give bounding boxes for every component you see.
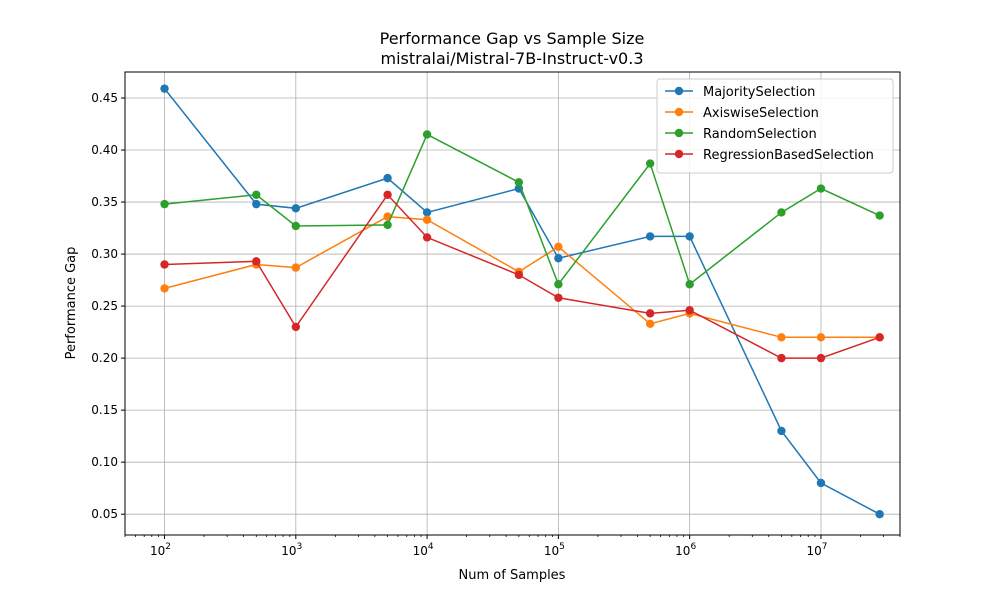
data-point	[422, 215, 432, 224]
y-tick-label: 0.15	[91, 403, 118, 417]
data-point	[252, 190, 261, 199]
data-point	[777, 333, 786, 342]
y-tick-label: 0.20	[91, 351, 118, 365]
y-tick-label: 0.30	[91, 247, 118, 261]
y-axis-ticks: 0.05 0.10 0.15 0.20 0.25 0.30 0.35 0.40 0.45	[91, 91, 125, 521]
x-axis-label: Num of Samples	[459, 568, 566, 583]
data-point	[383, 190, 392, 199]
y-axis-label: Performance Gap	[64, 247, 79, 360]
data-point	[554, 293, 563, 302]
y-tick-label: 0.35	[91, 195, 118, 209]
series-line	[164, 133, 880, 286]
data-point	[422, 208, 432, 217]
legend-marker	[674, 107, 684, 117]
data-point	[645, 309, 655, 318]
data-point	[383, 220, 392, 230]
data-point	[645, 232, 655, 241]
legend-label: RandomSelection	[703, 127, 817, 142]
data-point	[160, 84, 169, 93]
x-tick-label: 102	[150, 542, 171, 558]
series-group	[160, 190, 884, 363]
legend-marker	[674, 128, 684, 138]
data-point	[422, 130, 432, 139]
series-line	[164, 215, 880, 339]
y-tick-label: 0.40	[91, 143, 118, 157]
data-point	[685, 232, 694, 241]
data-point	[554, 254, 563, 263]
series-line	[164, 193, 880, 359]
data-point	[291, 221, 301, 231]
data-point	[816, 478, 826, 488]
data-point	[777, 208, 786, 217]
data-point	[875, 333, 884, 342]
data-point	[252, 257, 261, 266]
series-group	[160, 84, 884, 519]
y-tick-label: 0.45	[91, 91, 118, 105]
data-point	[875, 509, 884, 519]
data-point	[422, 233, 432, 242]
series-line	[163, 88, 881, 515]
data-point	[645, 159, 655, 168]
legend: MajoritySelection AxiswiseSelection Random…	[656, 78, 894, 174]
data-point	[160, 199, 169, 209]
legend-box	[656, 78, 894, 174]
legend-marker	[674, 86, 684, 96]
legend-label: AxiswiseSelection	[703, 106, 819, 121]
legend-label: RegressionBasedSelection	[703, 148, 874, 163]
x-axis-ticks: 102 103 104 105 106 107	[124, 535, 901, 558]
data-point	[291, 322, 301, 332]
data-point	[160, 260, 169, 269]
series-layer	[160, 84, 884, 519]
series-group	[160, 130, 884, 289]
legend-marker	[674, 149, 684, 159]
data-point	[777, 426, 786, 436]
data-point	[291, 263, 301, 272]
y-tick-label: 0.25	[91, 299, 118, 313]
x-tick-label: 104	[413, 542, 434, 558]
data-point	[514, 178, 524, 187]
x-tick-label: 106	[675, 542, 696, 558]
data-point	[816, 333, 826, 342]
chart-title: Performance Gap vs Sample Size	[380, 29, 645, 48]
data-point	[514, 270, 524, 280]
data-point	[383, 173, 392, 183]
data-point	[816, 184, 826, 193]
chart-subtitle: mistralai/Mistral-7B-Instruct-v0.3	[380, 49, 643, 68]
data-point	[685, 280, 694, 289]
data-point	[160, 284, 169, 293]
data-point	[554, 280, 563, 289]
y-tick-label: 0.05	[91, 507, 118, 521]
x-tick-label: 105	[544, 542, 565, 558]
data-point	[554, 242, 563, 251]
data-point	[777, 353, 786, 363]
data-point	[645, 319, 655, 328]
y-tick-label: 0.10	[91, 455, 118, 469]
data-point	[816, 353, 826, 363]
x-tick-label: 107	[806, 542, 827, 558]
data-point	[291, 204, 301, 213]
x-tick-label: 103	[281, 542, 302, 558]
data-point	[685, 306, 694, 315]
data-point	[875, 211, 884, 220]
data-point	[252, 199, 261, 209]
plot-area-frame	[124, 71, 901, 536]
legend-label: MajoritySelection	[703, 85, 815, 100]
